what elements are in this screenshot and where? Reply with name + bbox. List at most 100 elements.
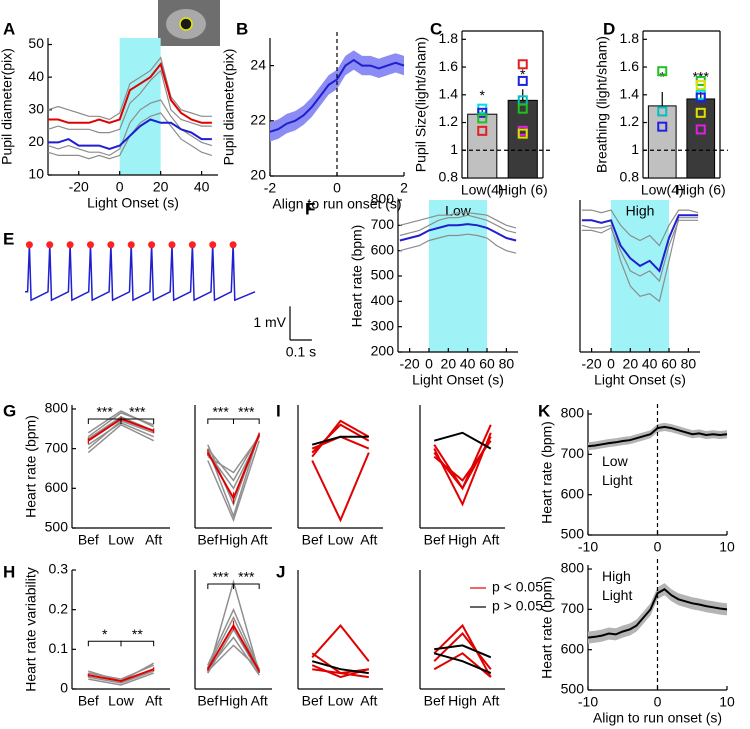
y-tick-label: 0.3: [49, 561, 69, 577]
x-tick-label: -20: [399, 356, 419, 372]
x-axis-label: Light Onset (s): [594, 372, 686, 388]
bar: [648, 106, 676, 178]
panel-label: J: [276, 562, 285, 581]
x-axis-label: Light Onset (s): [412, 372, 504, 388]
x-tick-label: Aft: [360, 532, 377, 548]
panel-title: High: [626, 203, 655, 219]
x-tick-label: Low: [328, 532, 355, 548]
y-tick-label: 1.4: [620, 85, 640, 101]
y-tick-label: 700: [561, 600, 585, 616]
significance: *: [480, 87, 486, 103]
y-tick-label: 1.2: [620, 113, 640, 129]
y-tick-label: 800: [561, 405, 585, 421]
x-tick-label: Bef: [197, 532, 218, 548]
significance: **: [132, 626, 143, 642]
significance-bracket: [208, 584, 234, 589]
y-tick-label: 200: [371, 343, 395, 359]
scale-label: 1 mV: [253, 314, 286, 330]
paired-line: [434, 441, 491, 481]
y-axis-label: Heart rate (bpm): [539, 421, 555, 524]
x-tick-label: Bef: [78, 532, 99, 548]
y-tick-label: 0.8: [439, 169, 459, 185]
y-tick-label: 600: [561, 640, 585, 656]
y-tick-label: 700: [45, 439, 69, 455]
x-tick-label: 20: [623, 356, 639, 372]
panel-label: B: [236, 19, 248, 38]
y-axis-label: Breathing (light/sham): [594, 36, 610, 173]
y-tick-label: 800: [371, 191, 395, 207]
x-tick-label: High: [219, 532, 248, 548]
y-tick-label: 1.2: [439, 113, 459, 129]
scale-label: 0.1 s: [286, 344, 316, 360]
light-period: [120, 38, 161, 175]
x-tick-label: 60: [661, 356, 677, 372]
panel-label: F: [305, 199, 315, 218]
significance-bracket: [234, 419, 260, 424]
bar: [468, 114, 497, 178]
r-peak: [46, 241, 53, 248]
panel-label: D: [603, 19, 615, 38]
x-axis-label: Align to run onset (s): [593, 710, 722, 726]
r-peak: [107, 241, 114, 248]
x-tick-label: 20: [441, 356, 457, 372]
x-tick-label: -10: [578, 694, 598, 710]
legend-label: p > 0.05: [492, 598, 543, 614]
panel-label: G: [3, 401, 16, 420]
x-tick-label: High (6): [498, 182, 548, 198]
y-tick-label: 600: [561, 485, 585, 501]
paired-line: [312, 425, 369, 453]
x-tick-label: 0: [333, 180, 341, 196]
bar: [687, 99, 715, 178]
panel-title: Low: [445, 203, 472, 219]
panel-label: E: [3, 229, 14, 248]
x-tick-label: 40: [642, 356, 658, 372]
r-peak: [87, 241, 94, 248]
significance: ***: [96, 404, 113, 420]
annotation: Light: [602, 472, 632, 488]
legend-label: p < 0.05: [492, 579, 543, 595]
r-peak: [209, 241, 216, 248]
x-tick-label: Bef: [424, 532, 445, 548]
x-tick-label: 0: [654, 694, 662, 710]
y-tick-label: 0.8: [620, 169, 640, 185]
panel-label: I: [276, 401, 281, 420]
x-tick-label: 10: [719, 694, 735, 710]
x-tick-label: Bef: [197, 693, 218, 709]
significance: ***: [129, 404, 146, 420]
y-tick-label: 40: [28, 68, 44, 84]
annotation: High: [602, 568, 631, 584]
panel-label: A: [3, 19, 15, 38]
x-tick-label: Low: [108, 532, 135, 548]
significance: ***: [238, 569, 255, 585]
y-tick-label: 600: [371, 241, 395, 257]
inset-pupil: [180, 18, 192, 30]
x-tick-label: High: [219, 693, 248, 709]
x-tick-label: -2: [264, 180, 277, 196]
x-tick-label: Aft: [145, 532, 162, 548]
x-axis-label: Light Onset (s): [87, 195, 179, 211]
y-tick-label: 1: [631, 141, 639, 157]
r-peak: [189, 241, 196, 248]
panel-label: K: [538, 401, 551, 420]
y-tick-label: 500: [371, 267, 395, 283]
y-axis-label: Heart rate (bpm): [349, 225, 365, 328]
x-tick-label: Aft: [145, 693, 162, 709]
panel-label: H: [3, 562, 15, 581]
y-axis-label: Heart rate (bpm): [23, 415, 39, 518]
y-tick-label: 24: [250, 56, 266, 72]
x-tick-label: Bef: [302, 693, 323, 709]
significance: ***: [212, 569, 229, 585]
x-tick-label: High: [448, 532, 477, 548]
x-tick-label: Low: [328, 693, 355, 709]
y-tick-label: 20: [28, 133, 44, 149]
significance: *: [660, 69, 666, 85]
x-tick-label: Aft: [251, 693, 268, 709]
x-tick-label: Aft: [360, 693, 377, 709]
r-peak: [230, 241, 237, 248]
significance: ***: [212, 404, 229, 420]
significance: *: [102, 626, 108, 642]
paired-line: [312, 626, 369, 662]
x-tick-label: Low: [108, 693, 135, 709]
paired-line: [312, 453, 369, 520]
